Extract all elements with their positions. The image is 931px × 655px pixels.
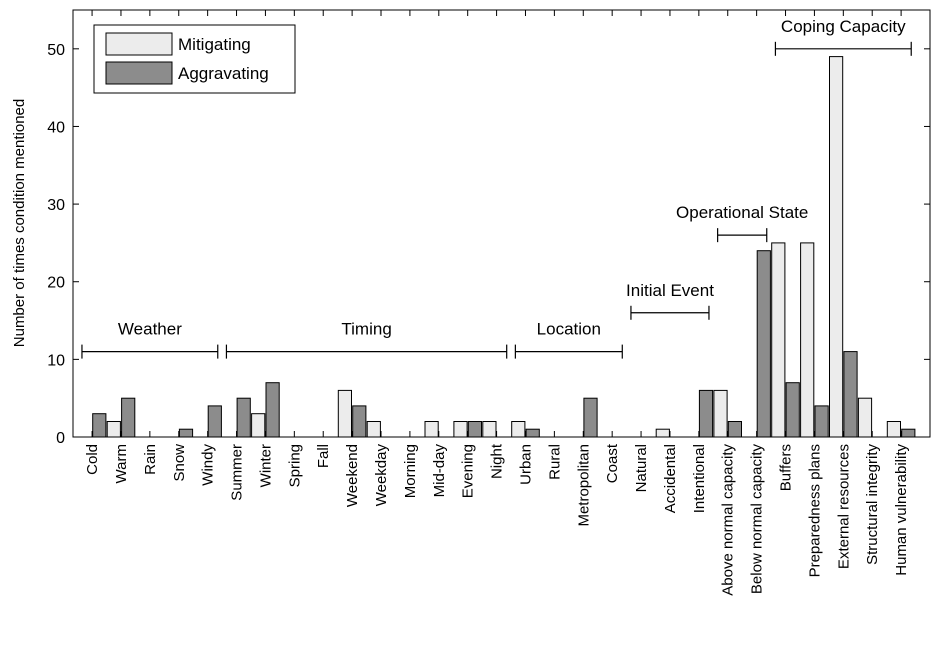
bar-aggravating-21 bbox=[698, 389, 714, 438]
bar-mitigating-9 bbox=[337, 389, 352, 438]
bar-aggravating-28 bbox=[901, 428, 916, 438]
bar-aggravating-6 bbox=[265, 382, 280, 438]
x-tick-label-24: Buffers bbox=[778, 444, 795, 491]
x-tick-label-2: Rain bbox=[142, 444, 159, 475]
bar-mitigating-6 bbox=[251, 413, 266, 438]
group-label-5: Coping Capacity bbox=[781, 17, 906, 36]
y-tick-label-40: 40 bbox=[47, 119, 65, 136]
bar-aggravating-13 bbox=[467, 421, 482, 438]
x-tick-label-0: Cold bbox=[84, 444, 101, 475]
legend-swatch-mitigating bbox=[105, 32, 173, 56]
x-axis: Cold Warm Rain Snow Windy Summer Winter Spring F… bbox=[84, 10, 910, 596]
group-label-2: Location bbox=[537, 320, 601, 339]
x-tick-label-27: Structural integrity bbox=[864, 444, 881, 565]
y-tick-label-30: 30 bbox=[47, 197, 65, 214]
x-tick-label-7: Spring bbox=[286, 444, 303, 487]
x-tick-label-6: Winter bbox=[257, 444, 274, 487]
bar-aggravating-15 bbox=[525, 428, 540, 438]
bar-aggravating-0 bbox=[92, 413, 107, 438]
x-tick-label-5: Summer bbox=[229, 444, 246, 501]
x-tick-label-12: Mid-day bbox=[431, 444, 448, 498]
x-tick-label-16: Rural bbox=[546, 444, 563, 480]
group-label-3: Initial Event bbox=[626, 281, 714, 300]
bar-mitigating-10 bbox=[366, 421, 381, 438]
bar-aggravating-5 bbox=[236, 397, 251, 438]
bars-layer bbox=[92, 56, 916, 438]
x-tick-label-21: Intentional bbox=[691, 444, 708, 513]
y-axis-label: Number of times condition mentioned bbox=[11, 99, 28, 347]
legend-label-mitigating: Mitigating bbox=[178, 35, 251, 54]
bar-aggravating-26 bbox=[843, 351, 858, 438]
x-tick-label-20: Accidental bbox=[662, 444, 679, 513]
x-tick-label-4: Windy bbox=[200, 444, 217, 486]
bar-mitigating-20 bbox=[655, 428, 670, 438]
x-tick-label-13: Evening bbox=[460, 444, 477, 498]
bar-mitigating-27 bbox=[857, 397, 873, 438]
y-tick-label-20: 20 bbox=[47, 275, 65, 292]
bar-mitigating-26 bbox=[829, 56, 844, 438]
x-tick-label-22: Above normal capacity bbox=[720, 444, 737, 596]
y-tick-label-0: 0 bbox=[56, 430, 65, 447]
group-label-0: Weather bbox=[118, 320, 182, 339]
bar-aggravating-1 bbox=[121, 397, 136, 438]
x-tick-label-19: Natural bbox=[633, 444, 650, 492]
x-tick-label-10: Weekday bbox=[373, 444, 390, 507]
bar-mitigating-28 bbox=[886, 421, 901, 438]
x-tick-label-14: Night bbox=[489, 443, 506, 479]
x-tick-label-28: Human vulnerability bbox=[893, 444, 910, 576]
bar-mitigating-25 bbox=[800, 242, 815, 438]
x-tick-label-11: Morning bbox=[402, 444, 419, 498]
bar-aggravating-22 bbox=[727, 421, 742, 438]
x-tick-label-1: Warm bbox=[113, 444, 130, 483]
legend-swatch-aggravating bbox=[105, 61, 173, 85]
bar-aggravating-3 bbox=[178, 428, 194, 438]
group-brackets-layer: Weather Timing Location Initial Event Operat… bbox=[81, 17, 912, 359]
group-label-1: Timing bbox=[341, 320, 391, 339]
plot-frame bbox=[72, 9, 931, 438]
x-tick-label-15: Urban bbox=[518, 444, 535, 485]
x-tick-label-26: External resources bbox=[835, 444, 852, 569]
y-axis: 0 10 20 30 40 50 bbox=[47, 42, 930, 447]
bar-aggravating-24 bbox=[785, 382, 800, 438]
bar-mitigating-14 bbox=[482, 421, 497, 438]
bar-aggravating-4 bbox=[207, 405, 222, 438]
x-tick-label-18: Coast bbox=[604, 443, 621, 483]
bar-mitigating-1 bbox=[106, 421, 121, 438]
bar-aggravating-25 bbox=[814, 405, 829, 438]
legend: Mitigating Aggravating bbox=[93, 24, 296, 94]
legend-label-aggravating: Aggravating bbox=[178, 64, 269, 83]
bar-mitigating-13 bbox=[453, 421, 468, 438]
x-tick-label-17: Metropolitan bbox=[575, 444, 592, 527]
bar-mitigating-24 bbox=[771, 242, 786, 438]
x-tick-label-8: Fall bbox=[315, 444, 332, 468]
y-tick-label-10: 10 bbox=[47, 352, 65, 369]
group-label-4: Operational State bbox=[676, 203, 808, 222]
bar-mitigating-12 bbox=[424, 421, 439, 438]
bar-mitigating-15 bbox=[511, 421, 526, 438]
x-tick-label-25: Preparedness plans bbox=[806, 444, 823, 577]
x-tick-label-3: Snow bbox=[171, 444, 188, 482]
bar-mitigating-22 bbox=[713, 389, 728, 438]
x-tick-label-9: Weekend bbox=[344, 444, 361, 507]
y-tick-label-50: 50 bbox=[47, 42, 65, 59]
x-tick-label-23: Below normal capacity bbox=[749, 444, 766, 595]
bar-aggravating-9 bbox=[352, 405, 367, 438]
bar-aggravating-23 bbox=[756, 250, 771, 438]
bar-aggravating-17 bbox=[583, 397, 598, 438]
